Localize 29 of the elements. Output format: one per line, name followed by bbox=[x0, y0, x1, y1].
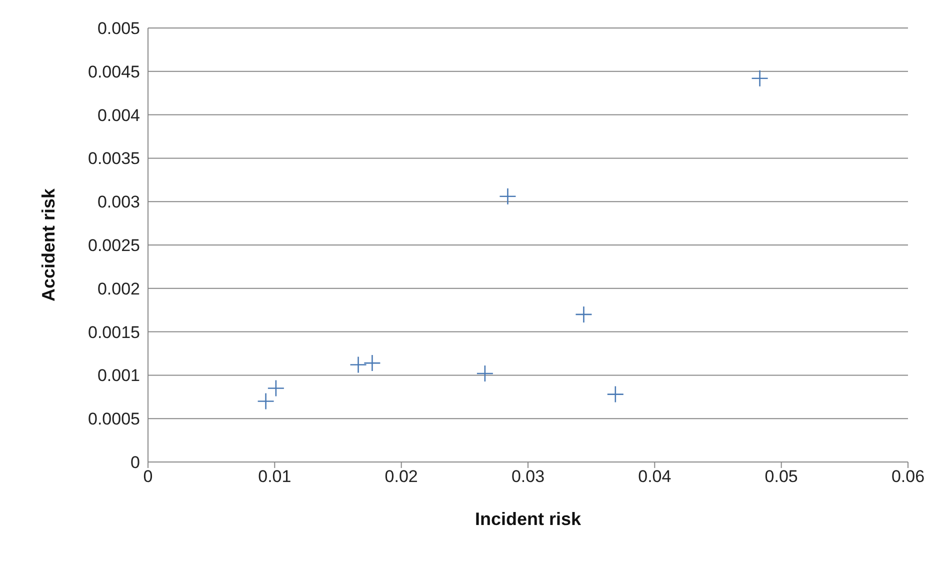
y-tick-label: 0.0005 bbox=[88, 410, 140, 429]
point bbox=[575, 306, 592, 324]
point bbox=[267, 380, 285, 397]
y-tick-label: 0.0045 bbox=[88, 62, 140, 82]
y-tick-label: 0.005 bbox=[97, 19, 140, 38]
y-tick-label: 0.0035 bbox=[88, 149, 140, 168]
point bbox=[606, 386, 624, 403]
y-tick-label: 0.002 bbox=[97, 279, 140, 298]
y-tick-label: 0 bbox=[130, 453, 140, 472]
point bbox=[364, 354, 381, 372]
y-tick-label: 0.001 bbox=[97, 366, 140, 386]
x-tick-label: 0.05 bbox=[764, 467, 798, 486]
y-tick-label: 0.004 bbox=[97, 106, 140, 125]
y-tick-label: 0.0015 bbox=[88, 322, 140, 342]
point bbox=[499, 188, 516, 206]
point bbox=[751, 70, 768, 87]
x-tick-label: 0.01 bbox=[258, 467, 292, 486]
x-tick-label: 0.02 bbox=[384, 467, 418, 486]
point bbox=[476, 364, 494, 382]
y-tick-label: 0.003 bbox=[97, 192, 140, 212]
x-tick-label: 0.03 bbox=[511, 467, 545, 486]
point bbox=[257, 392, 274, 410]
y-axis-title: Accident risk bbox=[38, 187, 58, 302]
x-axis-title: Incident risk bbox=[474, 509, 582, 529]
x-tick-label: 0.06 bbox=[891, 467, 925, 486]
x-tick-label: 0 bbox=[143, 467, 153, 486]
point bbox=[350, 356, 367, 374]
y-tick-label: 0.0025 bbox=[88, 236, 140, 256]
x-tick-label: 0.04 bbox=[638, 467, 672, 486]
